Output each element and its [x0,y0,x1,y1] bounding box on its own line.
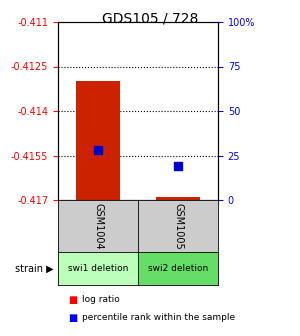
Text: swi1 deletion: swi1 deletion [68,264,128,273]
Text: ■: ■ [68,313,77,323]
Bar [156,197,200,200]
Point [176,163,180,169]
Text: GDS105 / 728: GDS105 / 728 [102,12,198,26]
Text: percentile rank within the sample: percentile rank within the sample [82,313,235,323]
Bar [76,81,120,200]
Text: strain ▶: strain ▶ [15,263,54,274]
Text: swi2 deletion: swi2 deletion [148,264,208,273]
Text: GSM1005: GSM1005 [173,203,183,249]
Text: ■: ■ [68,295,77,305]
Text: GSM1004: GSM1004 [93,203,103,249]
Text: log ratio: log ratio [82,295,120,304]
Point [96,147,100,152]
